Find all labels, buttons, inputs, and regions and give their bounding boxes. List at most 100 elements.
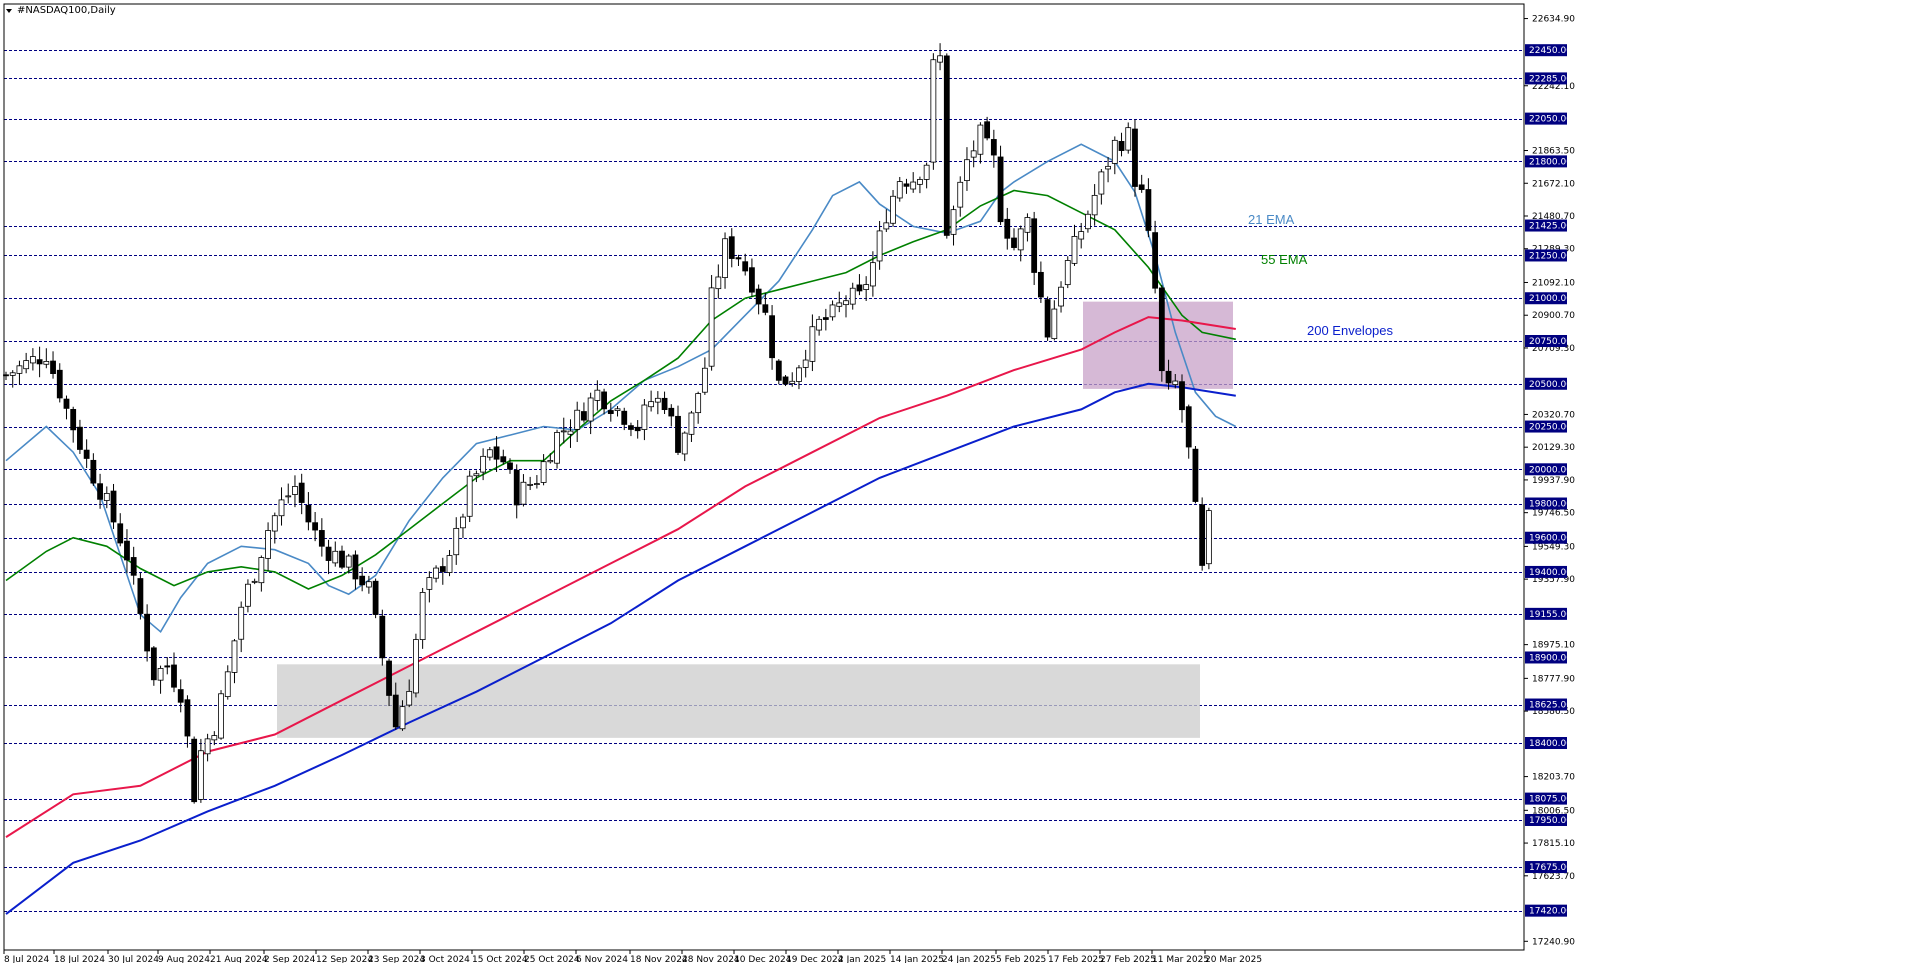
candle bbox=[184, 695, 191, 748]
level-badge bbox=[1525, 531, 1567, 544]
candle bbox=[1098, 169, 1105, 205]
triangle-down-icon[interactable] bbox=[6, 9, 12, 13]
candle bbox=[312, 511, 319, 542]
candle-body-bear bbox=[1165, 370, 1172, 384]
candle bbox=[466, 470, 473, 523]
candle bbox=[325, 539, 332, 575]
level-badge bbox=[1525, 904, 1567, 917]
price-tick-label: 18586.50 bbox=[1532, 707, 1575, 717]
price-tick-label: 18975.10 bbox=[1532, 641, 1575, 651]
level-badge-label: 21425.00 bbox=[1529, 222, 1572, 232]
candle bbox=[715, 264, 722, 299]
candle-body-bull bbox=[1071, 236, 1078, 264]
candle bbox=[292, 475, 298, 508]
candle bbox=[688, 410, 695, 442]
candle-body-bull bbox=[365, 581, 372, 588]
candle bbox=[843, 295, 849, 318]
candle-body-bull bbox=[896, 181, 903, 199]
candle-body-bull bbox=[1085, 213, 1091, 230]
price-tick-label: 20320.70 bbox=[1532, 410, 1575, 420]
time-tick-label: 24 Jan 2025 bbox=[942, 955, 996, 963]
candle-body-bull bbox=[937, 55, 943, 63]
candle-body-bull bbox=[930, 59, 937, 163]
candle-body-bull bbox=[910, 181, 917, 190]
level-badge bbox=[1525, 651, 1567, 664]
candle-body-bull bbox=[681, 432, 688, 455]
candle-body-bull bbox=[1024, 217, 1031, 233]
candle bbox=[634, 420, 641, 439]
candle-body-bull bbox=[285, 495, 292, 498]
axis-layer: 22634.90 22242.10 21863.50 21672.10 21480.70… bbox=[3, 3, 1575, 963]
candle bbox=[258, 555, 265, 592]
candle bbox=[755, 284, 762, 315]
candle bbox=[937, 43, 943, 71]
price-tick-label: 21863.50 bbox=[1532, 147, 1575, 157]
time-tick-label: 19 Dec 2024 bbox=[786, 955, 844, 963]
grid-layer bbox=[4, 50, 1524, 912]
candle-body-bull bbox=[473, 473, 480, 477]
candle-body-bear bbox=[325, 546, 332, 561]
candle-body-bear bbox=[1185, 406, 1192, 448]
candle bbox=[802, 349, 809, 378]
candle-body-bull bbox=[708, 287, 715, 367]
time-tick-label: 28 Nov 2024 bbox=[682, 955, 740, 963]
candle bbox=[769, 305, 775, 370]
level-badge-label: 20500.00 bbox=[1529, 380, 1572, 390]
candle bbox=[621, 407, 628, 431]
candle-body-bear bbox=[1138, 184, 1145, 190]
price-tick-label: 20709.30 bbox=[1532, 344, 1575, 354]
candle bbox=[641, 399, 648, 441]
level-badge-label: 19155.00 bbox=[1529, 610, 1572, 620]
candle bbox=[426, 571, 433, 603]
candle-body-bear bbox=[990, 139, 997, 156]
candle-body-bear bbox=[1199, 504, 1206, 566]
candle bbox=[607, 402, 614, 422]
candle-body-bull bbox=[890, 195, 896, 224]
candle-body-bull bbox=[426, 577, 433, 590]
candle-body-bull bbox=[486, 449, 493, 458]
candle-body-bear bbox=[63, 398, 70, 409]
candle-body-bear bbox=[184, 699, 191, 737]
candle bbox=[157, 665, 164, 694]
candle-body-bear bbox=[36, 359, 43, 365]
candle-body-bear bbox=[97, 483, 103, 500]
candle bbox=[930, 53, 937, 170]
candle-body-bull bbox=[466, 475, 473, 517]
candle-body-bear bbox=[601, 391, 607, 410]
candle bbox=[332, 541, 339, 567]
candle bbox=[473, 470, 480, 483]
candle-body-bear bbox=[117, 523, 124, 544]
candle bbox=[527, 476, 534, 491]
candle-body-bull bbox=[413, 639, 419, 694]
candle-body-bull bbox=[701, 367, 708, 393]
candle-body-bear bbox=[782, 376, 789, 385]
candle-body-bear bbox=[769, 315, 775, 359]
candle bbox=[339, 545, 345, 570]
zone-layer bbox=[277, 301, 1233, 738]
candle-body-bear bbox=[742, 261, 749, 272]
candle-body-bear bbox=[379, 615, 386, 659]
candle bbox=[1064, 256, 1071, 289]
candle bbox=[661, 391, 668, 415]
candle-body-bear bbox=[943, 55, 950, 236]
candle bbox=[507, 458, 513, 474]
candle bbox=[238, 601, 245, 653]
candle bbox=[1199, 497, 1206, 571]
candle bbox=[789, 372, 796, 387]
candle bbox=[245, 579, 251, 613]
candle-body-bull bbox=[406, 691, 413, 706]
candle bbox=[224, 665, 231, 700]
level-badge-label: 20750.00 bbox=[1529, 337, 1572, 347]
time-tick-label: 20 Mar 2025 bbox=[1205, 955, 1262, 963]
level-badge-label: 22285.00 bbox=[1529, 74, 1572, 84]
candle-body-bull bbox=[218, 693, 224, 739]
candle-body-bear bbox=[171, 664, 177, 688]
level-badge bbox=[1525, 292, 1567, 305]
level-badge-label: 21000.00 bbox=[1529, 294, 1572, 304]
candle bbox=[917, 176, 923, 194]
candle-body-bull bbox=[1205, 510, 1212, 565]
time-tick-label: 5 Feb 2025 bbox=[996, 955, 1046, 963]
candle bbox=[977, 122, 984, 164]
